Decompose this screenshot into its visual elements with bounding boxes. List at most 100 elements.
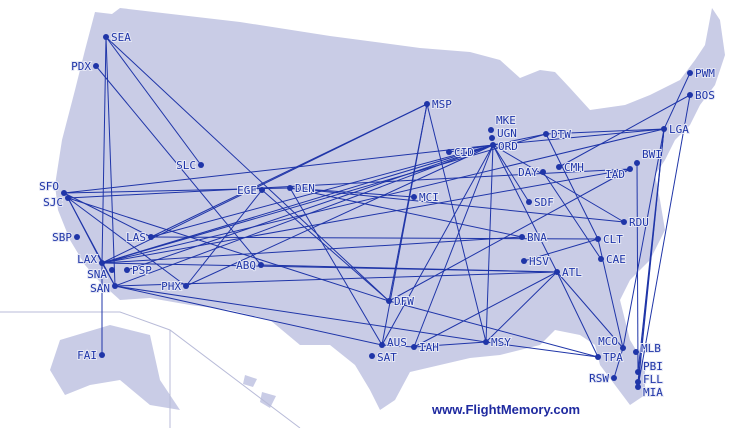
airport-dot-sjc[interactable] [65,195,71,201]
airport-label-abq: ABQ [236,259,256,272]
airport-dot-iad[interactable] [627,166,633,172]
airport-label-sbp: SBP [52,231,72,244]
route-bos-mia [637,94,691,388]
route-aus-iah [381,344,415,348]
airport-label-lax: LAX [77,253,97,266]
route-tpa-msy [485,341,599,358]
route-lga-fll [637,128,665,383]
airport-dot-lax[interactable] [99,260,105,266]
route-cid-ord [448,144,494,153]
airport-dot-phx[interactable] [183,283,189,289]
route-dfw-tpa [388,300,599,358]
airport-label-rsw: RSW [589,372,609,385]
airport-dot-las[interactable] [148,234,154,240]
airport-label-iad: IAD [605,168,625,181]
airport-dot-mci[interactable] [411,194,417,200]
airport-label-msy: MSY [491,336,511,349]
route-day-cae [542,171,602,260]
airport-dot-den[interactable] [287,185,293,191]
airport-dot-sdf[interactable] [526,199,532,205]
airport-dot-bna[interactable] [519,234,525,240]
route-dtw-lga [545,128,665,135]
airport-dot-cae[interactable] [598,256,604,262]
airport-dot-atl[interactable] [554,269,560,275]
route-atl-tpa [556,271,599,358]
airport-dot-rdu[interactable] [621,219,627,225]
airport-dot-mia[interactable] [635,384,641,390]
airport-dot-bos[interactable] [687,92,693,98]
route-ord-aus [381,144,494,346]
route-sfo-las [63,192,152,238]
route-iah-atl [413,271,558,348]
airport-dot-sna[interactable] [109,267,115,273]
airport-dot-tpa[interactable] [595,354,601,360]
airport-label-pbi: PBI [643,360,663,373]
airport-label-tpa: TPA [603,351,623,364]
airport-dot-day[interactable] [540,169,546,175]
airport-dot-sfo[interactable] [61,190,67,196]
airport-dot-rsw[interactable] [611,375,617,381]
route-den-mci [289,187,415,198]
airport-dot-sbp[interactable] [74,234,80,240]
route-las-msp [150,103,428,238]
airport-dot-cmh[interactable] [556,164,562,170]
airport-dot-pwm[interactable] [687,70,693,76]
airport-dot-sat[interactable] [369,353,375,359]
route-rsw-mco [613,347,624,379]
airport-dot-pbi[interactable] [635,369,641,375]
airport-label-mke: MKE [496,114,516,127]
airport-label-fai: FAI [77,349,97,362]
airport-dot-fll[interactable] [635,379,641,385]
airport-dot-pdx[interactable] [93,63,99,69]
airport-label-day: DAY [518,166,538,179]
airport-label-msp: MSP [432,98,452,111]
airport-dot-ord[interactable] [490,142,496,148]
airport-label-sfo: SFO [39,180,59,193]
airport-dot-iah[interactable] [411,344,417,350]
airport-dot-dfw[interactable] [386,298,392,304]
airport-label-phx: PHX [161,280,181,293]
airport-dot-ugn[interactable] [489,135,495,141]
route-ord-lga [492,128,665,146]
airport-dot-lga[interactable] [661,126,667,132]
airport-dot-mke[interactable] [488,127,494,133]
airport-dot-sea[interactable] [103,34,109,40]
airport-dot-hsv[interactable] [521,258,527,264]
airport-label-pwm: PWM [695,67,715,80]
airport-dot-mlb[interactable] [633,349,639,355]
airport-dot-mco[interactable] [620,345,626,351]
route-lga-mco [622,128,665,349]
route-ord-dtw [492,133,547,146]
airport-dot-fai[interactable] [99,352,105,358]
airport-dot-clt[interactable] [595,236,601,242]
route-dfw-iad [388,168,631,302]
airport-dot-psp[interactable] [124,267,130,273]
hawaii [243,375,276,408]
airports-layer: SEA PDX SFO SJC SBP LAX SNA PSP SAN LAS SLC EGE DEN P… [38,30,716,400]
route-msp-msy [426,103,487,343]
route-san-msy [114,285,487,343]
credit-text[interactable]: www.FlightMemory.com [432,402,581,417]
route-pwm-lga [663,72,691,130]
airport-dot-ege[interactable] [259,187,265,193]
route-dtw-clt [545,133,599,240]
airport-dot-san[interactable] [112,283,118,289]
airport-dot-aus[interactable] [379,342,385,348]
inset-border [0,311,301,428]
route-ord-iah [413,144,494,348]
airport-dot-bwi[interactable] [634,160,640,166]
route-cmh-bos [558,94,691,168]
route-msp-aus [381,103,428,346]
route-den-rdu [289,187,625,223]
airport-dot-abq[interactable] [258,262,264,268]
route-iah-msy [413,341,487,348]
airport-dot-msp[interactable] [424,101,430,107]
airport-label-mia: MIA [643,386,663,399]
route-san-aus [114,285,383,346]
airport-dot-cid[interactable] [446,149,452,155]
airport-dot-msy[interactable] [483,339,489,345]
route-lax-iad [101,168,631,264]
airport-dot-dtw[interactable] [543,131,549,137]
airport-label-las: LAS [126,231,146,244]
airport-dot-slc[interactable] [198,162,204,168]
